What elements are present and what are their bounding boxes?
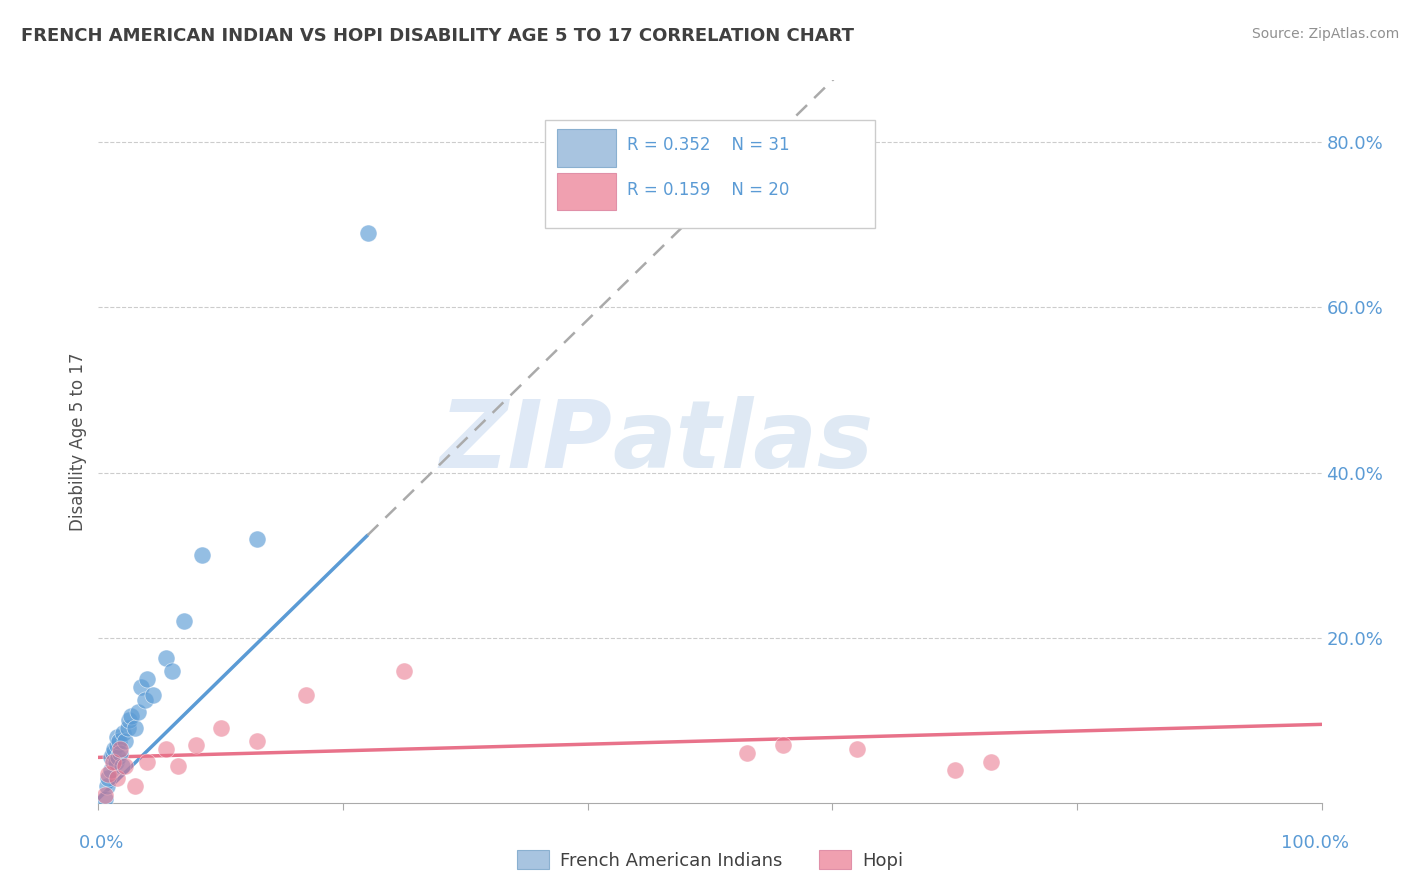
Point xyxy=(772,738,794,752)
Text: atlas: atlas xyxy=(612,395,873,488)
Point xyxy=(124,722,146,736)
Point xyxy=(114,758,136,772)
Point xyxy=(142,689,165,703)
Point xyxy=(101,755,124,769)
Point xyxy=(107,750,129,764)
Point xyxy=(110,742,132,756)
Point xyxy=(845,742,868,756)
Point xyxy=(114,734,136,748)
Point xyxy=(97,767,120,781)
Point xyxy=(104,755,127,769)
Text: 0.0%: 0.0% xyxy=(79,834,124,852)
Point xyxy=(356,226,378,240)
Point xyxy=(101,746,124,760)
Point xyxy=(117,722,139,736)
Point xyxy=(105,730,128,744)
FancyBboxPatch shape xyxy=(557,173,616,211)
Point xyxy=(127,705,149,719)
Point xyxy=(103,742,125,756)
Point xyxy=(100,750,122,764)
Point xyxy=(209,722,232,736)
Point xyxy=(111,725,134,739)
Point xyxy=(93,791,115,805)
Text: 100.0%: 100.0% xyxy=(1281,834,1348,852)
Point xyxy=(943,763,966,777)
Point xyxy=(136,755,159,769)
Point xyxy=(246,734,269,748)
Point xyxy=(96,779,118,793)
Point xyxy=(167,758,190,772)
Legend: French American Indians, Hopi: French American Indians, Hopi xyxy=(509,843,911,877)
Text: R = 0.352    N = 31: R = 0.352 N = 31 xyxy=(627,136,790,154)
Point xyxy=(118,713,141,727)
Point xyxy=(110,746,132,760)
Point xyxy=(129,680,152,694)
Point xyxy=(134,692,156,706)
Point xyxy=(173,614,195,628)
Point xyxy=(295,689,318,703)
Point xyxy=(111,758,134,772)
Point xyxy=(105,738,128,752)
Point xyxy=(97,771,120,785)
FancyBboxPatch shape xyxy=(557,129,616,167)
Point xyxy=(105,771,128,785)
Y-axis label: Disability Age 5 to 17: Disability Age 5 to 17 xyxy=(69,352,87,531)
Point xyxy=(155,651,177,665)
Text: FRENCH AMERICAN INDIAN VS HOPI DISABILITY AGE 5 TO 17 CORRELATION CHART: FRENCH AMERICAN INDIAN VS HOPI DISABILIT… xyxy=(21,27,853,45)
Point xyxy=(136,672,159,686)
Point xyxy=(980,755,1002,769)
Point xyxy=(160,664,183,678)
Point xyxy=(124,779,146,793)
Point xyxy=(186,738,208,752)
Point xyxy=(100,763,122,777)
FancyBboxPatch shape xyxy=(546,120,875,228)
Point xyxy=(155,742,177,756)
Text: R = 0.159    N = 20: R = 0.159 N = 20 xyxy=(627,181,789,199)
Point xyxy=(392,664,416,678)
Point xyxy=(93,788,115,802)
Point xyxy=(108,734,131,748)
Point xyxy=(120,709,142,723)
Text: Source: ZipAtlas.com: Source: ZipAtlas.com xyxy=(1251,27,1399,41)
Point xyxy=(191,548,214,562)
Text: ZIP: ZIP xyxy=(439,395,612,488)
Point xyxy=(735,746,758,760)
Point xyxy=(246,532,269,546)
